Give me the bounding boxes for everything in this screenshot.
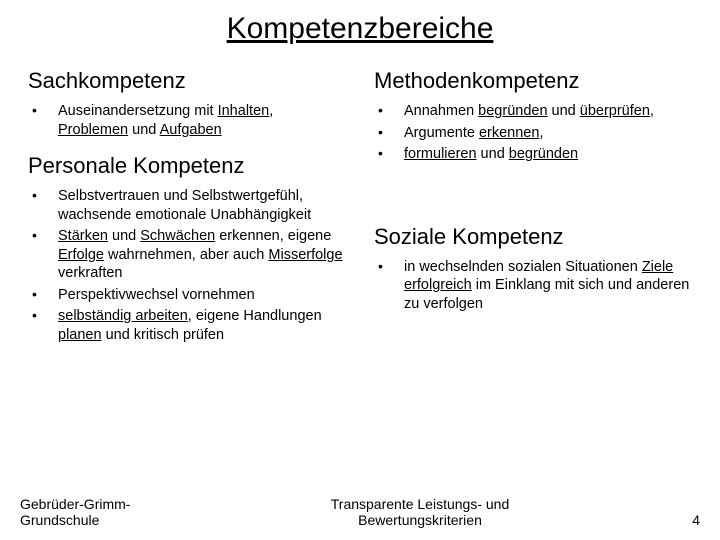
method-list: Annahmen begründen und überprüfen, Argum… — [374, 102, 692, 164]
slide-title: Kompetenzbereiche — [28, 12, 692, 46]
footer-left: Gebrüder-Grimm-Grundschule — [20, 496, 180, 528]
heading-methoden: Methodenkompetenz — [374, 68, 692, 94]
right-column: Methodenkompetenz Annahmen begründen und… — [374, 68, 692, 348]
list-item: in wechselnden sozialen Situationen Ziel… — [374, 258, 692, 314]
left-column: Sachkompetenz Auseinandersetzung mit Inh… — [28, 68, 346, 348]
list-item: Argumente erkennen, — [374, 124, 692, 143]
footer-center: Transparente Leistungs- undBewertungskri… — [180, 496, 660, 528]
list-item: selbständig arbeiten, eigene Handlungen … — [28, 307, 346, 344]
list-item: Annahmen begründen und überprüfen, — [374, 102, 692, 121]
footer: Gebrüder-Grimm-Grundschule Transparente … — [0, 496, 720, 528]
list-item: Selbstvertrauen und Selbstwertgefühl, wa… — [28, 187, 346, 224]
sozial-list: in wechselnden sozialen Situationen Ziel… — [374, 258, 692, 314]
page-number: 4 — [660, 512, 700, 528]
heading-personale: Personale Kompetenz — [28, 153, 346, 179]
heading-sachkompetenz: Sachkompetenz — [28, 68, 346, 94]
list-item: Auseinandersetzung mit Inhalten, Problem… — [28, 102, 346, 139]
list-item: Stärken und Schwächen erkennen, eigene E… — [28, 227, 346, 283]
list-item: formulieren und begründen — [374, 145, 692, 164]
sach-list: Auseinandersetzung mit Inhalten, Problem… — [28, 102, 346, 139]
content-columns: Sachkompetenz Auseinandersetzung mit Inh… — [28, 68, 692, 348]
personal-list: Selbstvertrauen und Selbstwertgefühl, wa… — [28, 187, 346, 344]
list-item: Perspektivwechsel vornehmen — [28, 286, 346, 305]
heading-soziale: Soziale Kompetenz — [374, 224, 692, 250]
